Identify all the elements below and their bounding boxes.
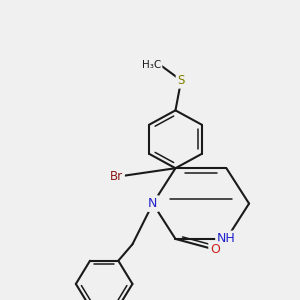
Text: Br: Br [110, 170, 123, 183]
Text: S: S [177, 74, 185, 87]
Text: NH: NH [217, 232, 236, 245]
Text: N: N [148, 197, 158, 210]
Text: O: O [210, 243, 220, 256]
Text: H₃C: H₃C [142, 60, 161, 70]
